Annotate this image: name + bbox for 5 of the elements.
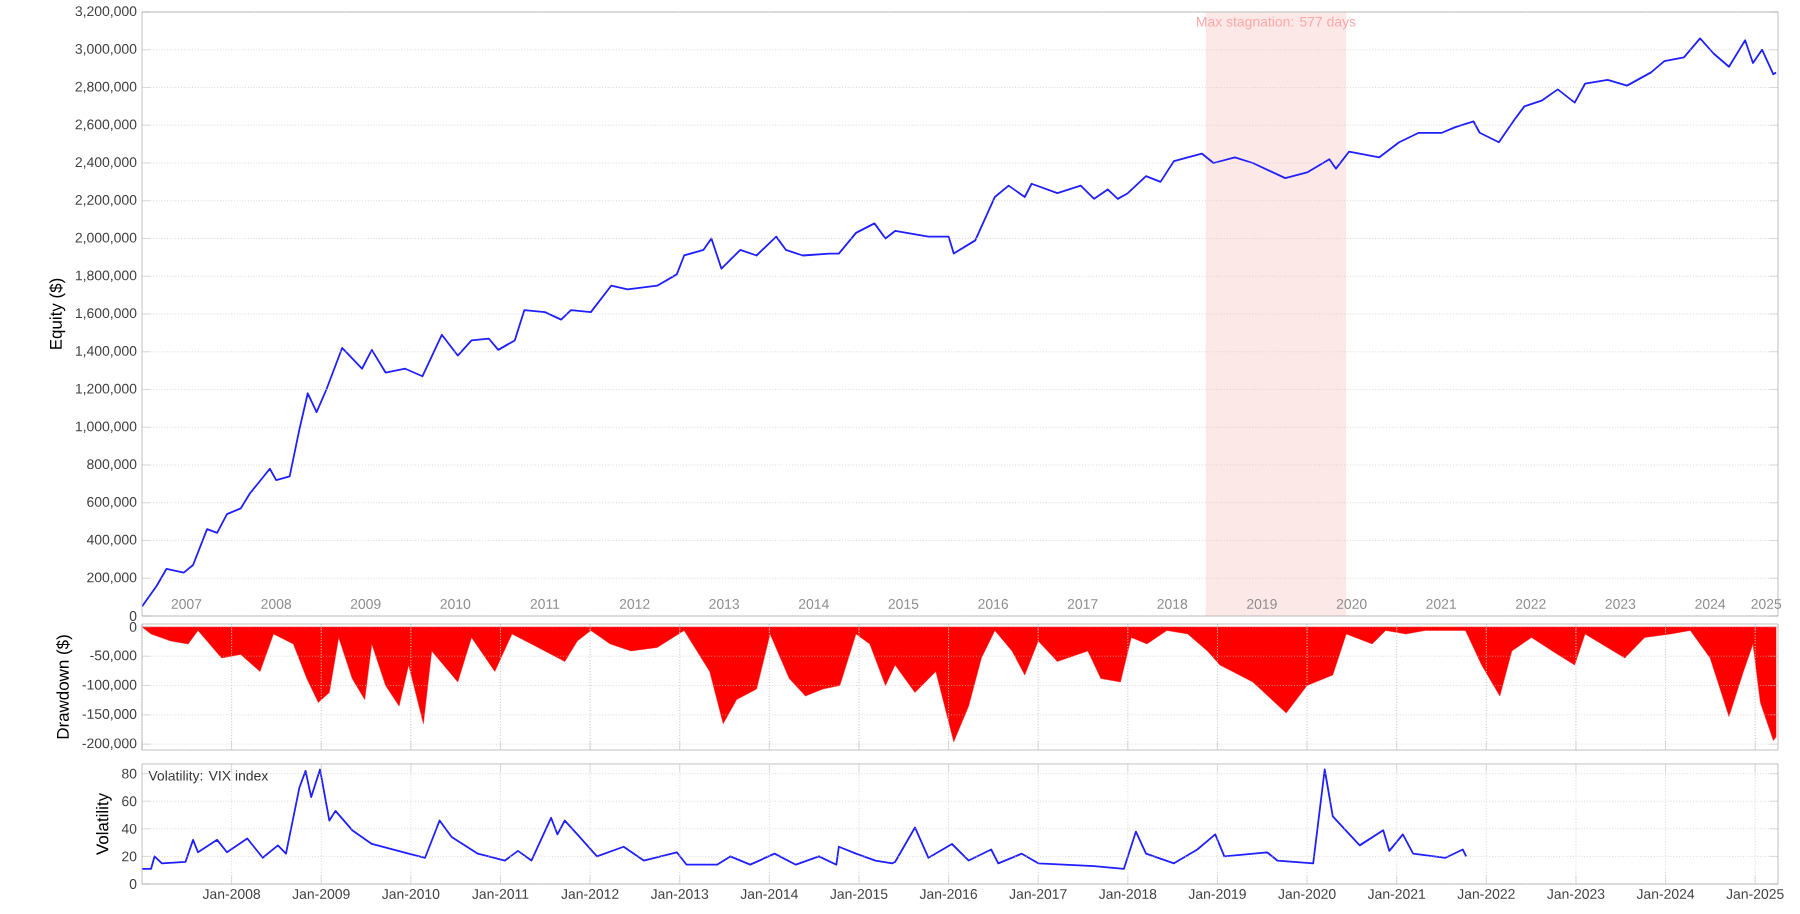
y-axis-title: Equity ($) [49, 278, 66, 349]
line-series [142, 37, 1777, 608]
line-series [142, 768, 1468, 870]
y-axis-title: Drawdown ($) [56, 635, 73, 739]
y-axis-title: Volatility [95, 792, 112, 855]
